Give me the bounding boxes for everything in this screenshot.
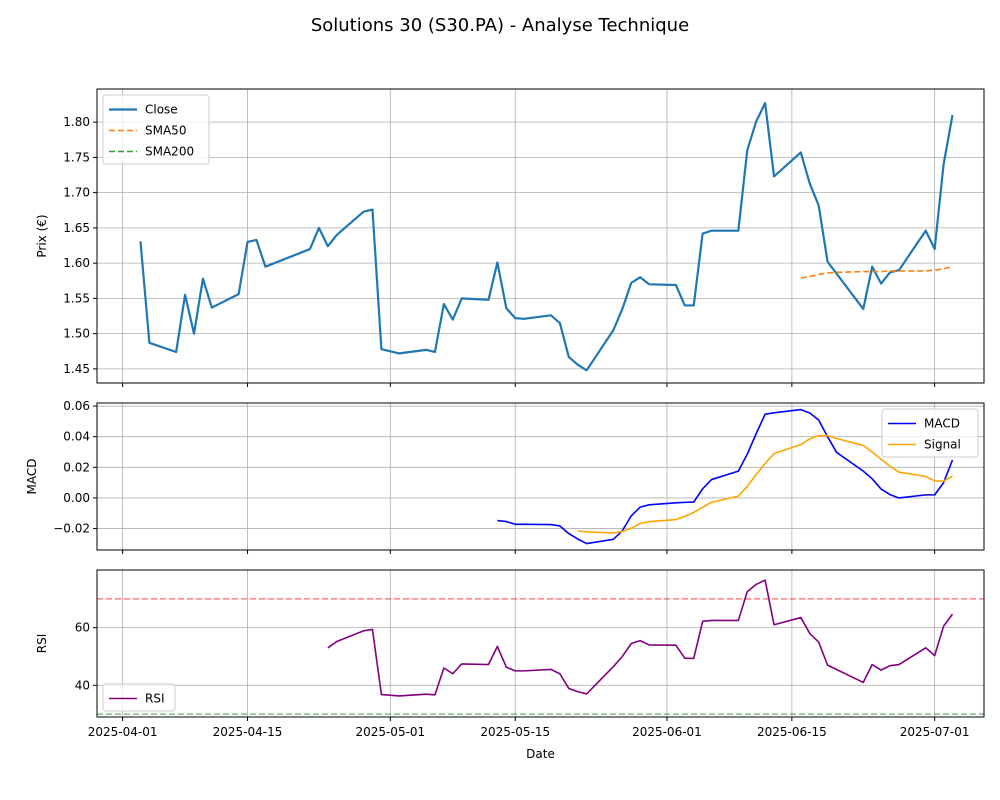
- series-line-rsi: [327, 579, 954, 697]
- y-tick-label: 0.00: [63, 491, 90, 505]
- macd-panel: −0.02 0.00 0.02 0.04 0.06 MACD MACD Signal: [25, 399, 985, 554]
- y-tick-label: 1.80: [63, 115, 90, 129]
- y-tick-label: 1.75: [63, 150, 90, 164]
- legend-label-sma200: SMA200: [145, 145, 194, 159]
- y-axis-label: MACD: [25, 459, 39, 495]
- legend-label-signal: Signal: [924, 438, 961, 452]
- y-tick-label: 40: [75, 678, 90, 692]
- y-axis-label: Prix (€): [35, 214, 49, 257]
- y-tick-label: 1.60: [63, 256, 90, 270]
- y-tick-label: 0.02: [63, 460, 90, 474]
- y-tick-label: 1.65: [63, 221, 90, 235]
- x-tick-label: 2025-06-01: [632, 725, 702, 739]
- x-tick-label: 2025-06-15: [757, 725, 827, 739]
- legend-label-macd: MACD: [924, 417, 960, 431]
- price-panel: 1.45 1.50 1.55 1.60 1.65 1.70 1.75 1.80 Prix (€)…: [35, 88, 985, 387]
- y-tick-label: 1.50: [63, 327, 90, 341]
- y-tick-label: −0.02: [53, 522, 90, 536]
- series-line-sma50: [800, 265, 953, 279]
- figure-title: Solutions 30 (S30.PA) - Analyse Techniqu…: [311, 15, 689, 36]
- legend-box: [102, 683, 176, 712]
- legend: MACD Signal: [881, 408, 979, 458]
- y-tick-label: 1.70: [63, 186, 90, 200]
- axes-frame: [96, 569, 985, 718]
- x-tick-label: 2025-05-01: [355, 725, 425, 739]
- axes-frame: [96, 402, 985, 551]
- x-tick-label: 2025-07-01: [900, 725, 970, 739]
- legend-label-rsi: RSI: [145, 692, 165, 706]
- series-line-macd: [497, 408, 954, 545]
- y-tick-label: 0.04: [63, 430, 90, 444]
- legend: RSI: [102, 683, 176, 712]
- series-line-close: [139, 101, 954, 372]
- x-tick-label: 2025-05-15: [480, 725, 550, 739]
- legend: Close SMA50 SMA200: [102, 94, 210, 165]
- x-tick-label: 2025-04-15: [213, 725, 283, 739]
- y-tick-label: 1.45: [63, 362, 90, 376]
- y-tick-label: 0.06: [63, 399, 90, 413]
- x-tick-label: 2025-04-01: [88, 725, 158, 739]
- legend-label-close: Close: [145, 103, 178, 117]
- y-tick-label: 60: [75, 621, 90, 635]
- y-axis-label: RSI: [35, 634, 49, 654]
- legend-box: [102, 94, 210, 165]
- y-tick-label: 1.55: [63, 291, 90, 305]
- x-axis-label: Date: [526, 747, 555, 761]
- legend-label-sma50: SMA50: [145, 124, 186, 138]
- axes-frame: [96, 88, 985, 384]
- rsi-panel: 40 60 RSI 2025-04-01 2025-04-15 2025-05-01 202…: [35, 569, 985, 761]
- series-line-signal: [577, 434, 953, 534]
